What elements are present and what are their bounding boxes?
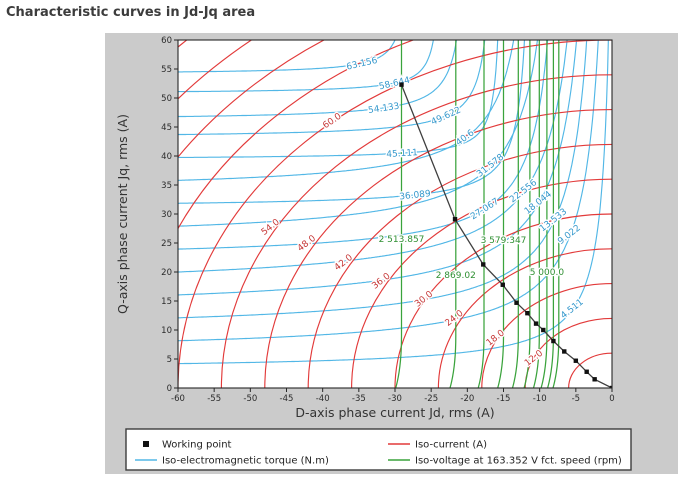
x-tick-label: -5 [572, 394, 580, 404]
x-tick-label: -10 [533, 394, 547, 404]
working-point-marker [399, 82, 404, 87]
working-point-marker [584, 369, 589, 374]
x-tick-label: 0 [609, 394, 614, 404]
iso-torque-curve [178, 40, 515, 181]
y-tick-label: 35 [161, 181, 172, 191]
iso-voltage-curve [546, 40, 555, 388]
y-tick-label: 25 [161, 239, 172, 249]
x-tick-label: -30 [388, 394, 402, 404]
y-tick-label: 30 [161, 210, 172, 220]
iso-torque-curve [178, 40, 549, 250]
y-tick-label: 0 [167, 384, 172, 394]
y-tick-label: 60 [161, 36, 172, 46]
x-tick-label: -35 [352, 394, 366, 404]
y-tick-label: 45 [161, 123, 172, 133]
y-tick-label: 20 [161, 268, 172, 278]
legend-item-label: Iso-electromagnetic torque (N.m) [162, 456, 329, 467]
tick-labels: -60 -55 -50 -45 -40 -35 -30 -25 -20 -15 -10 -5 00510… [161, 36, 615, 404]
working-point-marker [525, 310, 530, 316]
iso-torque-curve [178, 40, 458, 118]
iso-torque-curve [178, 40, 526, 204]
iso-voltage-curves [395, 40, 560, 388]
y-tick-label: 50 [161, 94, 172, 104]
iso-torque-curve [178, 40, 599, 342]
page-title: Characteristic curves in Jd-Jq area [6, 5, 256, 20]
iso-torque-curve [178, 40, 539, 227]
legend-item-label: Iso-current (A) [415, 440, 487, 451]
chart-panel: 2 513.857 2 869.02 3 579.347 5 000.0 60.0 54.… [105, 33, 678, 474]
y-tick-label: 10 [161, 326, 172, 336]
x-tick-label: -15 [497, 394, 511, 404]
curve-label: 2 869.02 [436, 271, 476, 281]
iso-voltage-curve [395, 40, 403, 388]
x-tick-label: -55 [207, 394, 221, 404]
x-tick-label: -20 [460, 394, 474, 404]
x-tick-label: -40 [316, 394, 330, 404]
working-point-marker [481, 262, 486, 267]
curve-label: 45.111 [386, 148, 418, 160]
curve-label: 36.089 [399, 189, 432, 202]
iso-voltage-curve [449, 40, 457, 388]
iso-torque-curve [178, 40, 434, 93]
working-point-series [399, 82, 612, 388]
y-tick-label: 55 [161, 65, 172, 75]
iso-torque-curve [178, 40, 609, 365]
y-tick-label: 5 [167, 355, 172, 365]
x-axis-label: D-axis phase current Jd, rms (A) [295, 405, 494, 420]
iso-voltage-curve [511, 40, 519, 388]
y-tick-label: 40 [161, 152, 172, 162]
iso-voltage-curve [477, 40, 485, 388]
x-tick-label: -25 [424, 394, 438, 404]
curve-label: 5 000.0 [530, 268, 565, 278]
iso-voltage-curve [552, 40, 560, 388]
working-point-marker [452, 217, 458, 222]
legend-box [125, 428, 632, 471]
iso-torque-curve [178, 40, 578, 296]
legend-item-label: Iso-voltage at 163.352 V fct. speed (rpm… [415, 456, 622, 467]
y-tick-label: 15 [161, 297, 172, 307]
curve-label: 2 513.857 [379, 235, 425, 245]
iso-voltage-curve [532, 40, 540, 388]
iso-torque-curves [178, 40, 609, 365]
iso-voltage-curve [497, 40, 505, 388]
x-tick-label: -50 [243, 394, 257, 404]
legend-marker-square [143, 441, 149, 447]
working-point-marker [541, 327, 546, 333]
working-point-marker [573, 358, 579, 363]
legend: Working point Iso-electromagnetic torque … [125, 428, 632, 471]
working-point-marker [562, 349, 567, 354]
curve-label: 3 579.347 [481, 236, 527, 246]
iso-torque-curve [178, 40, 588, 319]
x-tick-label: -45 [280, 394, 294, 404]
working-point-marker [533, 321, 539, 326]
working-point-marker [500, 282, 505, 287]
iso-torque-curve [178, 40, 486, 136]
working-point-marker [551, 338, 556, 344]
iso-torque-curve [178, 40, 396, 73]
x-tick-label: -60 [171, 394, 185, 404]
working-point-marker [592, 377, 597, 382]
working-point-marker [514, 300, 519, 305]
iso-voltage-curve [540, 40, 548, 388]
working-point-marker [609, 385, 612, 388]
axis-ticks [174, 39, 613, 392]
legend-item-label: Working point [162, 440, 232, 451]
y-axis-label: Q-axis phase current Jq, rms (A) [115, 114, 130, 314]
iso-voltage-curve [523, 40, 531, 388]
